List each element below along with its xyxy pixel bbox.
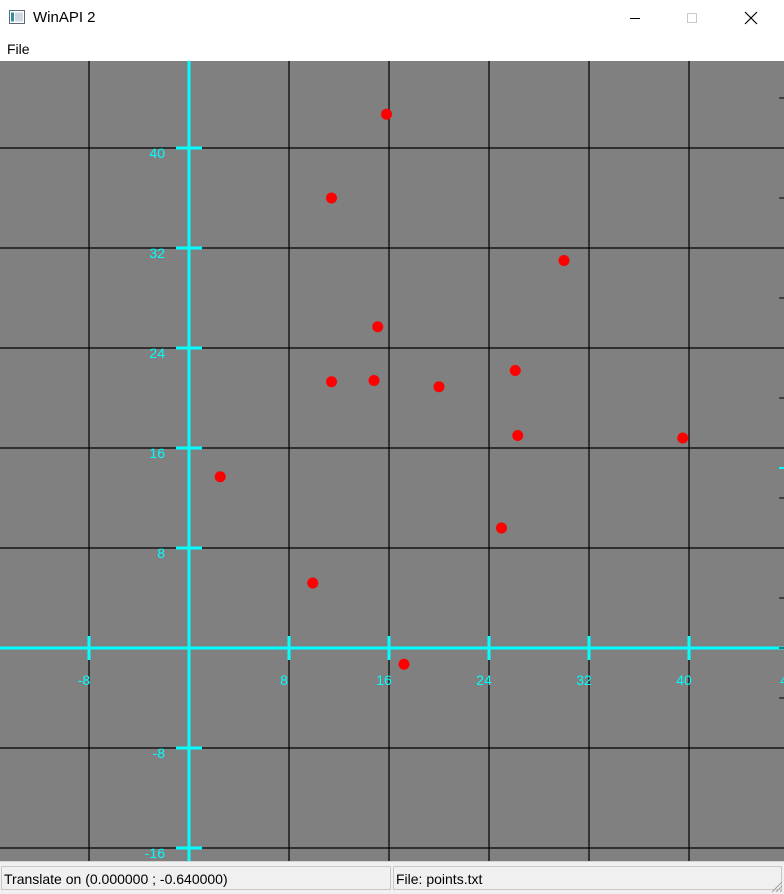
y-tick-label: -8 xyxy=(153,745,166,761)
maximize-button[interactable] xyxy=(669,0,715,36)
resize-grip-icon[interactable] xyxy=(769,879,783,893)
minimize-icon xyxy=(630,18,640,19)
plot-area[interactable]: -8 8 16 24 32 40 4 40 32 24 16 8 -8 -16 xyxy=(0,61,784,861)
data-point[interactable] xyxy=(496,522,507,534)
x-tick-label: 24 xyxy=(476,672,492,688)
y-tick-label: 24 xyxy=(149,345,165,361)
data-point[interactable] xyxy=(512,430,524,441)
y-tick-label: -16 xyxy=(145,845,165,861)
status-bar: Translate on (0.000000 ; -0.640000) File… xyxy=(0,861,784,894)
data-point[interactable] xyxy=(307,577,319,589)
minimize-button[interactable] xyxy=(612,0,658,36)
data-point[interactable] xyxy=(214,471,226,483)
close-icon xyxy=(744,11,758,25)
y-tick-label: 40 xyxy=(149,145,165,161)
y-tick-label: 32 xyxy=(149,245,165,261)
x-tick-label: 8 xyxy=(280,672,288,688)
y-tick-label: 8 xyxy=(157,545,165,561)
app-window-icon xyxy=(9,10,25,24)
x-tick-label: 4 xyxy=(780,672,784,688)
x-tick-label: 16 xyxy=(376,672,392,688)
y-tick-label: 16 xyxy=(149,445,165,461)
status-translate: Translate on (0.000000 ; -0.640000) xyxy=(1,866,391,890)
x-tick-label: 32 xyxy=(576,672,592,688)
data-point[interactable] xyxy=(326,192,337,204)
data-point[interactable] xyxy=(433,381,445,393)
data-point[interactable] xyxy=(558,255,570,266)
data-point[interactable] xyxy=(368,375,380,386)
menu-bar: File xyxy=(0,36,784,61)
data-point[interactable] xyxy=(509,365,521,376)
plot-canvas[interactable]: -8 8 16 24 32 40 4 40 32 24 16 8 -8 -16 xyxy=(0,61,784,861)
menu-file[interactable]: File xyxy=(7,41,30,57)
data-point[interactable] xyxy=(398,658,410,670)
window-title: WinAPI 2 xyxy=(33,9,96,26)
data-point[interactable] xyxy=(326,376,337,388)
x-tick-label: -8 xyxy=(78,672,91,688)
status-file: File: points.txt xyxy=(393,866,782,890)
data-point[interactable] xyxy=(381,108,392,120)
data-point[interactable] xyxy=(677,432,689,444)
title-bar: WinAPI 2 xyxy=(0,0,784,36)
data-point[interactable] xyxy=(372,321,384,333)
x-tick-label: 40 xyxy=(676,672,692,688)
maximize-icon xyxy=(687,13,697,23)
close-button[interactable] xyxy=(728,0,774,36)
